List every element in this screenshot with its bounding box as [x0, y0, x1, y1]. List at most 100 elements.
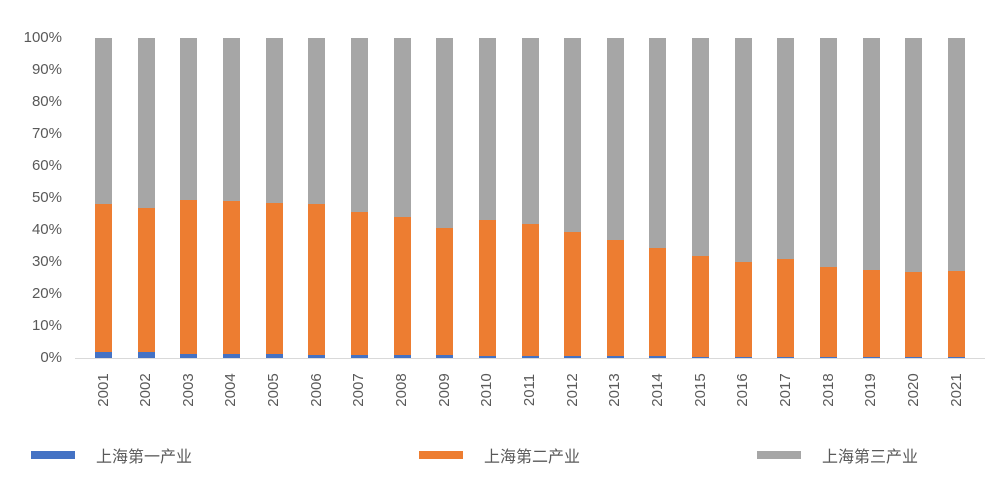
- bar-segment: [905, 271, 923, 358]
- secondary-industry-swatch: [419, 451, 463, 459]
- y-axis-tick-label: 0%: [40, 349, 62, 366]
- x-axis-tick-label: 2008: [393, 373, 411, 407]
- x-axis-tick-label: 2001: [94, 373, 112, 407]
- bar-segment: [564, 356, 582, 358]
- bar-segment: [180, 38, 198, 200]
- x-axis-line: [75, 358, 985, 359]
- bar-segment: [222, 38, 240, 202]
- bar-segment: [265, 354, 283, 358]
- bar-segment: [862, 38, 880, 271]
- bar-segment: [692, 356, 710, 358]
- y-axis-tick-label: 40%: [31, 221, 62, 238]
- bar-segment: [734, 38, 752, 263]
- x-axis-tick-label: 2011: [521, 373, 538, 407]
- bar-2004: [222, 38, 240, 358]
- bar-segment: [948, 38, 965, 271]
- y-axis-tick-label: 20%: [31, 285, 62, 302]
- bar-segment: [180, 353, 198, 358]
- bar-segment: [734, 356, 752, 358]
- y-axis-tick-label: 100%: [23, 29, 62, 46]
- x-axis-tick-label: 2004: [222, 373, 240, 407]
- bar-segment: [948, 357, 965, 358]
- bar-segment: [862, 357, 880, 358]
- bar-2011: [521, 38, 539, 358]
- bar-segment: [521, 38, 539, 224]
- bar-segment: [137, 207, 155, 352]
- bar-segment: [777, 38, 795, 259]
- bar-segment: [265, 202, 283, 355]
- bar-segment: [692, 38, 710, 256]
- x-axis-tick-label: 2012: [563, 373, 581, 407]
- bar-2006: [308, 38, 326, 358]
- bar-segment: [478, 220, 496, 356]
- bar-segment: [692, 255, 710, 357]
- bar-2007: [350, 38, 368, 358]
- bar-2016: [734, 38, 752, 358]
- bar-segment: [265, 38, 283, 203]
- x-axis-tick-label: 2015: [691, 373, 709, 407]
- legend-item-primary-industry: 上海第一产业: [31, 446, 193, 466]
- bar-segment: [137, 351, 155, 358]
- bar-segment: [180, 199, 198, 354]
- bar-segment: [606, 356, 624, 358]
- bar-segment: [308, 204, 326, 355]
- x-axis-tick-label: 2002: [137, 373, 155, 407]
- bar-segment: [95, 204, 112, 352]
- bar-segment: [436, 355, 454, 358]
- legend-item-tertiary-industry: 上海第三产业: [757, 446, 919, 466]
- x-axis-tick-label: 2013: [606, 373, 624, 407]
- bar-segment: [564, 38, 582, 232]
- bar-segment: [649, 38, 667, 248]
- bar-2017: [777, 38, 795, 358]
- legend-label: 上海第三产业: [822, 449, 919, 466]
- bar-2008: [393, 38, 411, 358]
- x-axis-tick-label: 2006: [307, 373, 325, 407]
- bar-segment: [649, 356, 667, 358]
- bar-segment: [436, 38, 454, 229]
- bar-2002: [137, 38, 155, 358]
- bar-segment: [734, 262, 752, 357]
- bar-2010: [478, 38, 496, 358]
- bar-2020: [905, 38, 923, 358]
- bar-segment: [350, 212, 368, 356]
- x-axis-tick-label: 2019: [862, 373, 880, 407]
- bar-segment: [393, 355, 411, 358]
- legend-label: 上海第一产业: [96, 449, 193, 466]
- bar-segment: [905, 357, 923, 358]
- bar-2009: [436, 38, 454, 358]
- bar-2003: [180, 38, 198, 358]
- y-axis-tick-label: 80%: [31, 93, 62, 110]
- x-axis-tick-label: 2021: [947, 373, 965, 407]
- legend-label: 上海第二产业: [484, 449, 581, 466]
- tertiary-industry-swatch: [757, 451, 801, 459]
- bar-segment: [222, 201, 240, 355]
- bar-2013: [606, 38, 624, 358]
- bar-2015: [692, 38, 710, 358]
- bar-segment: [436, 228, 454, 356]
- x-axis-tick-label: 2020: [904, 373, 922, 407]
- bar-segment: [948, 270, 965, 358]
- bar-segment: [393, 38, 411, 218]
- bar-segment: [137, 38, 155, 208]
- bar-2014: [649, 38, 667, 358]
- bar-segment: [478, 38, 496, 221]
- y-axis-tick-label: 70%: [31, 125, 62, 142]
- y-axis-tick-label: 60%: [31, 157, 62, 174]
- bar-segment: [564, 231, 582, 357]
- bar-segment: [606, 239, 624, 357]
- bar-segment: [222, 354, 240, 358]
- bar-segment: [777, 258, 795, 358]
- bar-segment: [521, 356, 539, 358]
- bar-segment: [820, 357, 838, 358]
- x-axis-tick-label: 2009: [435, 373, 453, 407]
- bar-2019: [862, 38, 880, 358]
- bar-segment: [350, 38, 368, 213]
- bar-segment: [905, 38, 923, 272]
- bar-2001: [95, 38, 112, 358]
- x-axis-tick-label: 2017: [776, 373, 794, 407]
- y-axis-tick-label: 10%: [31, 317, 62, 334]
- bar-segment: [820, 38, 838, 267]
- y-axis-tick-label: 30%: [31, 253, 62, 270]
- bar-2012: [564, 38, 582, 358]
- x-axis-tick-label: 2005: [265, 373, 283, 407]
